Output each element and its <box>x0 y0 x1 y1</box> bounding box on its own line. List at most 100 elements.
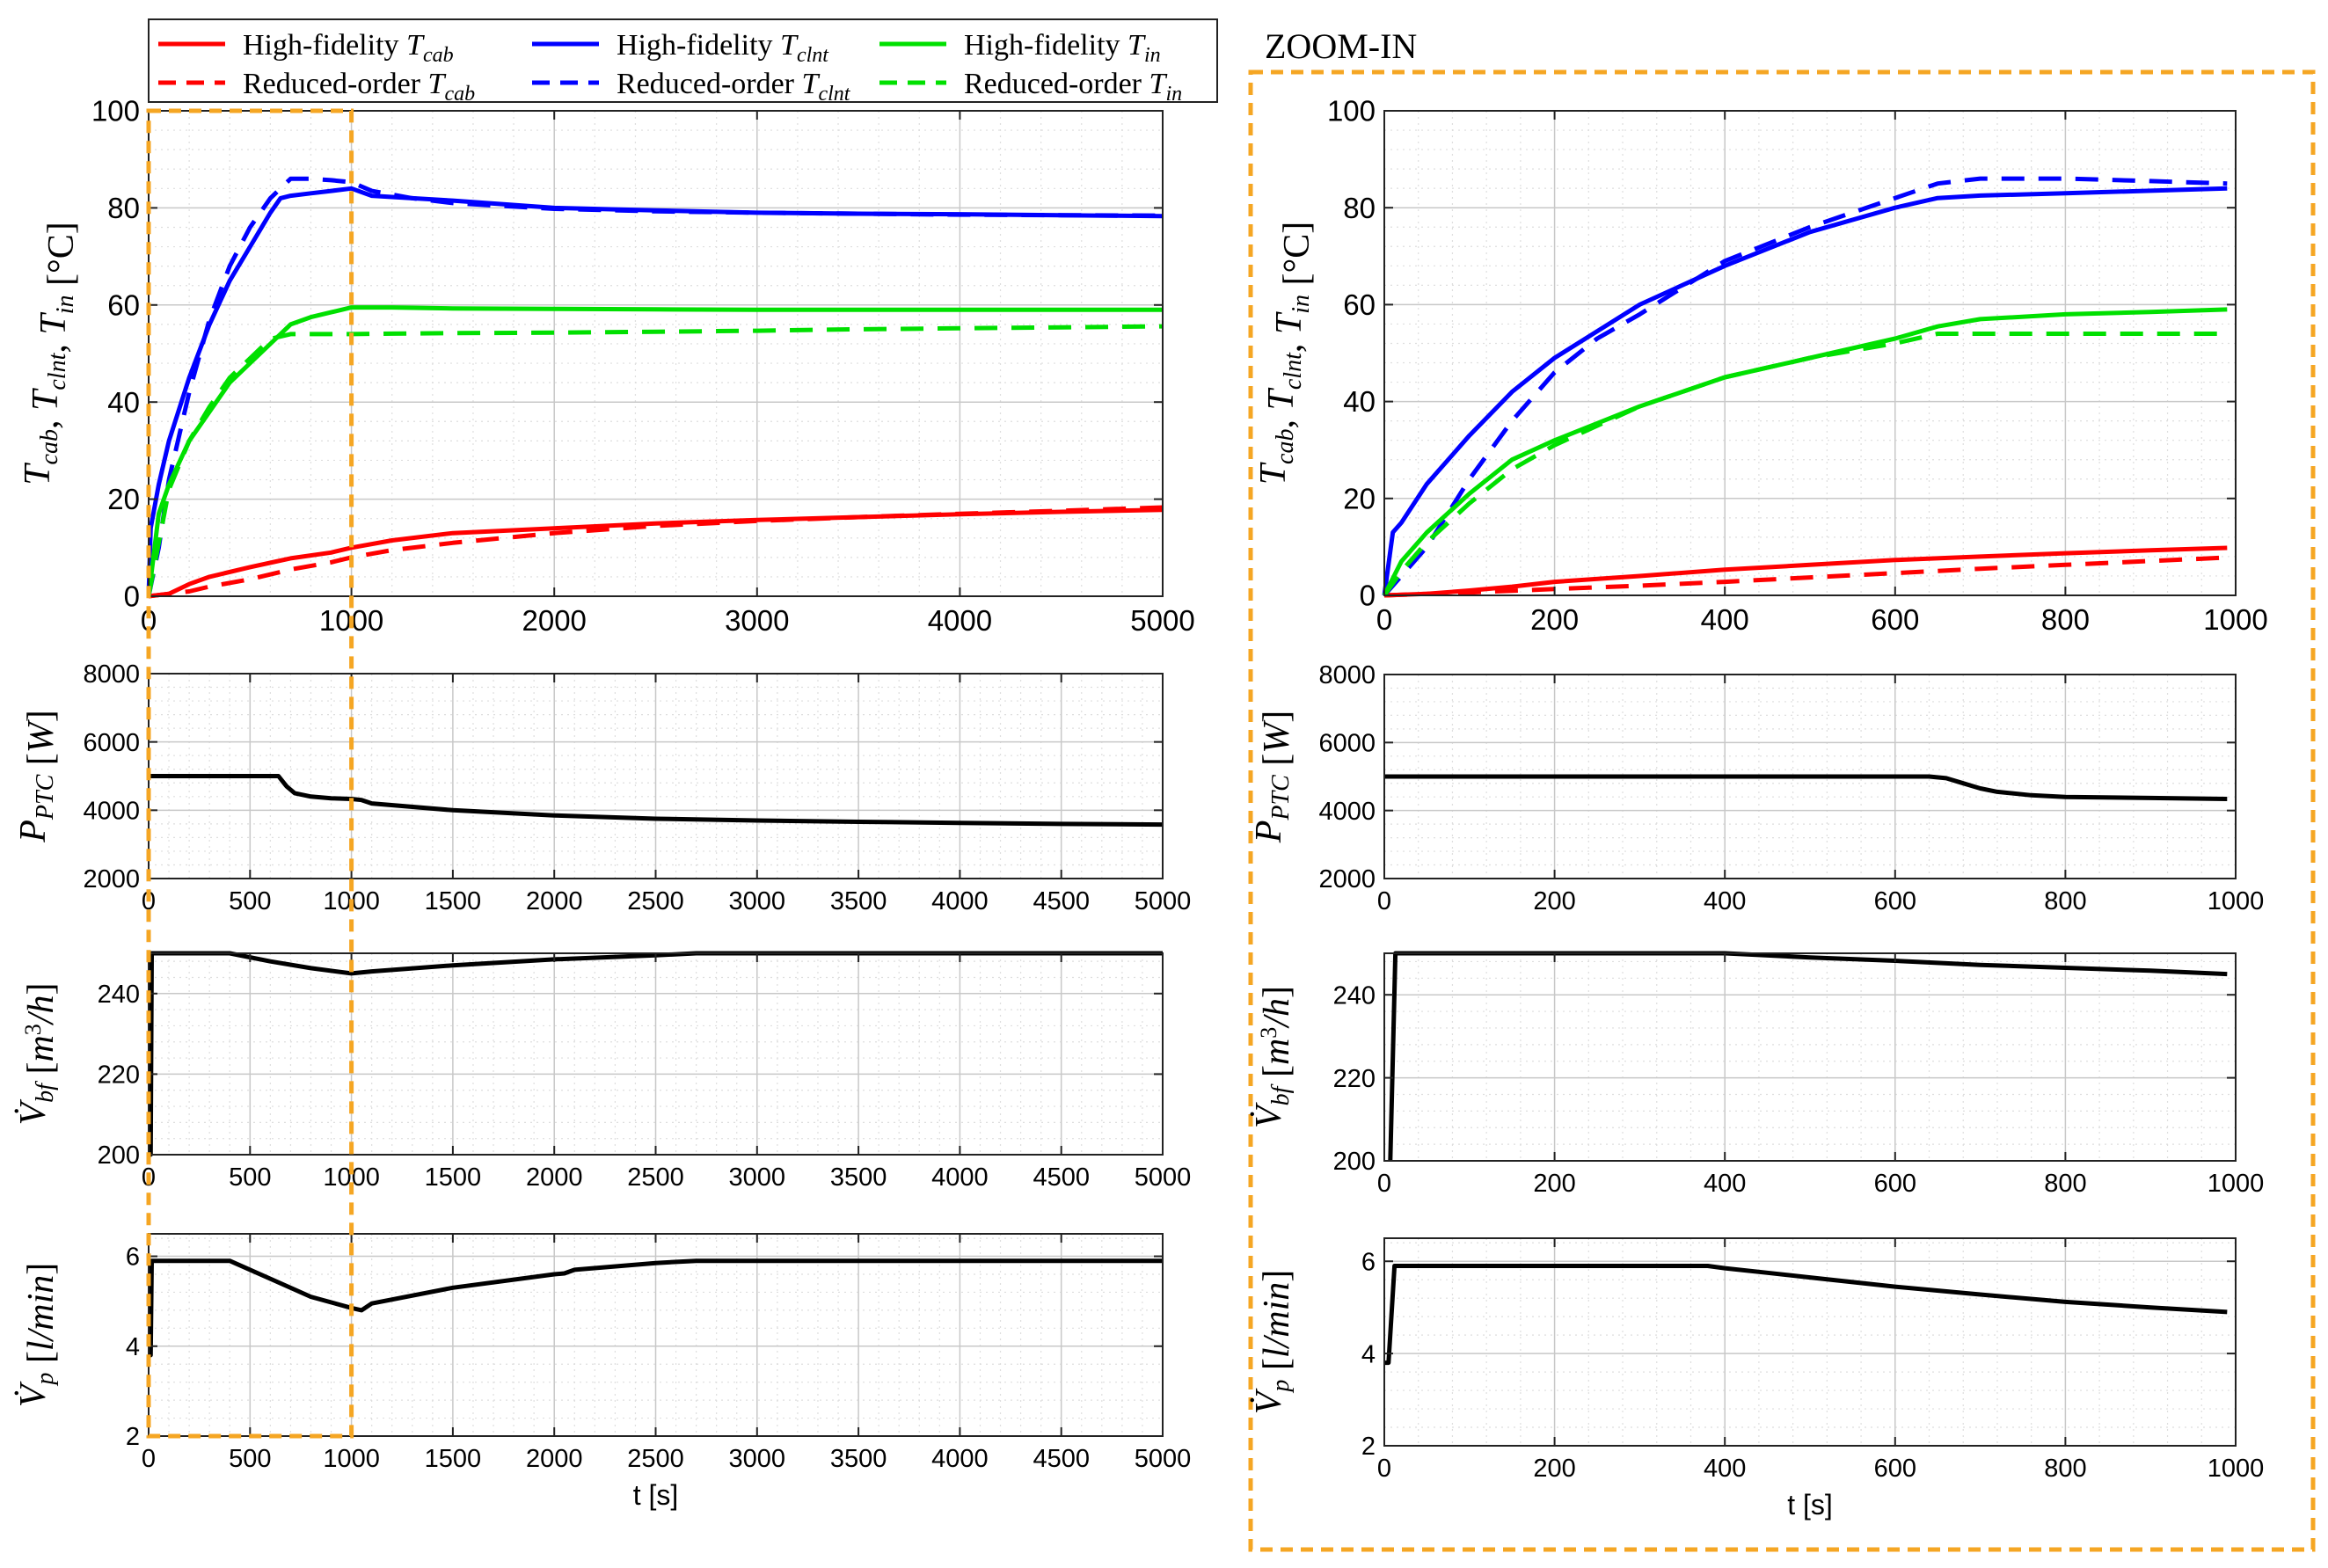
axes-box <box>1383 1237 2237 1447</box>
legend-label-ro_in: Reduced-order Tin <box>964 68 1182 106</box>
x-tick-label: 200 <box>1530 603 1579 636</box>
chart-temp_zoom: 0 200 400 600 800 1000 0 20 40 60 80 100 Tcab, Tclnt… <box>1253 95 2268 636</box>
x-tick-label: 600 <box>1871 603 1919 636</box>
y-tick-label: 220 <box>1333 1065 1376 1093</box>
y-tick-label: 2000 <box>83 865 140 893</box>
x-tick-label: 1500 <box>425 1163 482 1192</box>
y-tick-label: 2 <box>1361 1433 1376 1461</box>
x-tick-label: 800 <box>2044 887 2086 915</box>
x-tick-label: 1500 <box>425 887 482 915</box>
legend-label-hf_cab: High-fidelity Tcab <box>243 29 454 67</box>
y-tick-label: 40 <box>107 386 140 419</box>
y-tick-label: 6 <box>1361 1248 1376 1276</box>
zoom-region-box <box>146 108 354 1439</box>
x-tick-label: 0 <box>1377 1170 1391 1198</box>
y-tick-label: 6000 <box>83 729 140 757</box>
y-tick-label: 0 <box>1360 580 1376 612</box>
axes-box <box>1383 674 2237 879</box>
y-axis-label: V̇bf [m3/h] <box>13 983 62 1126</box>
x-tick-label: 4000 <box>931 887 989 915</box>
x-tick-label: 500 <box>229 887 271 915</box>
x-tick-label: 800 <box>2044 1455 2086 1483</box>
y-axis-label: PPTC [W] <box>13 710 62 843</box>
y-tick-label: 60 <box>107 288 140 321</box>
legend-box <box>148 18 1218 103</box>
x-tick-label: 2500 <box>627 887 684 915</box>
y-tick-label: 200 <box>1333 1148 1376 1176</box>
x-tick-label: 3500 <box>830 1163 887 1192</box>
legend-label-hf_clnt: High-fidelity Tclnt <box>617 29 829 67</box>
series-reduced-order-t-clnt <box>1383 176 2228 597</box>
axes-box <box>1383 110 2237 596</box>
chart-vbf_full: 0 500 1000 1500 2000 2500 3000 3500 4000 4500 5000… <box>13 951 1192 1192</box>
y-axis-label: Tcab, Tclnt, Tin [°C] <box>18 222 82 485</box>
x-tick-label: 3000 <box>729 1163 786 1192</box>
y-tick-label: 6000 <box>1318 729 1376 757</box>
chart-vp_zoom: 0 200 400 600 800 1000 2 4 6 V̇p [l/min] t [s] <box>1249 1237 2264 1521</box>
x-tick-label: 4000 <box>931 1163 989 1192</box>
legend: High-fidelity Tcab High-fidelity Tclnt Hig… <box>148 18 1218 106</box>
x-tick-label: 200 <box>1533 1170 1575 1198</box>
y-tick-label: 80 <box>107 192 140 224</box>
x-tick-label: 0 <box>1376 603 1392 636</box>
x-tick-label: 500 <box>229 1445 271 1473</box>
x-tick-label: 5000 <box>1135 1163 1192 1192</box>
y-tick-label: 240 <box>98 981 140 1009</box>
legend-label-ro_cab: Reduced-order Tcab <box>243 68 475 106</box>
zoom-boxes <box>1248 69 2316 1552</box>
y-axis-label: V̇p [l/min] <box>13 1263 62 1408</box>
x-tick-label: 0 <box>142 1445 156 1473</box>
y-axis-label: V̇p [l/min] <box>1249 1270 1297 1415</box>
x-tick-label: 600 <box>1874 1455 1916 1483</box>
y-tick-label: 6 <box>126 1243 140 1272</box>
legend-label-ro_clnt: Reduced-order Tclnt <box>617 68 851 106</box>
y-axis-label: Tcab, Tclnt, Tin [°C] <box>1253 222 1317 485</box>
x-tick-label: 2000 <box>526 1163 583 1192</box>
x-tick-label: 4000 <box>931 1445 989 1473</box>
plot-area <box>1384 111 2236 595</box>
plot-area <box>1384 1238 2236 1446</box>
series-reduced-order-t-cab <box>1383 555 2228 598</box>
chart-vp_full: 0 500 1000 1500 2000 2500 3000 3500 4000 4500 5000… <box>13 1233 1192 1511</box>
zoom-in-title: ZOOM-IN <box>1265 26 1417 66</box>
plot-area <box>1384 953 2236 1161</box>
y-tick-label: 2 <box>126 1423 140 1451</box>
x-tick-label: 5000 <box>1135 887 1192 915</box>
y-tick-label: 40 <box>1343 385 1376 418</box>
series-high-fidelity-t-clnt <box>1382 186 2228 596</box>
x-tick-label: 500 <box>229 1163 271 1192</box>
x-tick-label: 3500 <box>830 887 887 915</box>
x-tick-label: 200 <box>1533 1455 1575 1483</box>
axes-box <box>1383 952 2237 1162</box>
y-tick-label: 220 <box>98 1061 140 1090</box>
legend-label-hf_in: High-fidelity Tin <box>964 29 1161 67</box>
series-v-p <box>1384 1264 2228 1366</box>
y-tick-label: 200 <box>98 1141 140 1170</box>
y-tick-label: 20 <box>1343 482 1376 514</box>
series-v-p <box>148 1258 1163 1358</box>
series-reduced-order-t-cab <box>148 505 1164 599</box>
x-tick-label: 2000 <box>526 887 583 915</box>
x-tick-label: 5000 <box>1135 1445 1192 1473</box>
chart-ptc_zoom: 0 200 400 600 800 1000 2000 4000 6000 8000 PPTC [W… <box>1249 661 2264 915</box>
y-tick-label: 60 <box>1343 288 1376 321</box>
x-tick-label: 3000 <box>725 604 789 637</box>
series-reduced-order-t-in <box>1382 332 2228 597</box>
x-tick-label: 2500 <box>627 1445 684 1473</box>
x-tick-label: 0 <box>141 604 157 637</box>
x-tick-label: 1000 <box>2208 887 2265 915</box>
x-tick-label: 1000 <box>2203 603 2267 636</box>
x-tick-label: 3000 <box>729 1445 786 1473</box>
y-tick-label: 100 <box>91 95 140 128</box>
y-tick-label: 8000 <box>1318 661 1376 689</box>
x-tick-label: 2000 <box>522 604 586 637</box>
y-tick-label: 4000 <box>83 797 140 825</box>
y-tick-label: 20 <box>107 483 140 515</box>
x-tick-label: 1000 <box>2208 1170 2265 1198</box>
x-tick-label: 4500 <box>1033 1445 1090 1473</box>
x-tick-label: 400 <box>1704 887 1746 915</box>
